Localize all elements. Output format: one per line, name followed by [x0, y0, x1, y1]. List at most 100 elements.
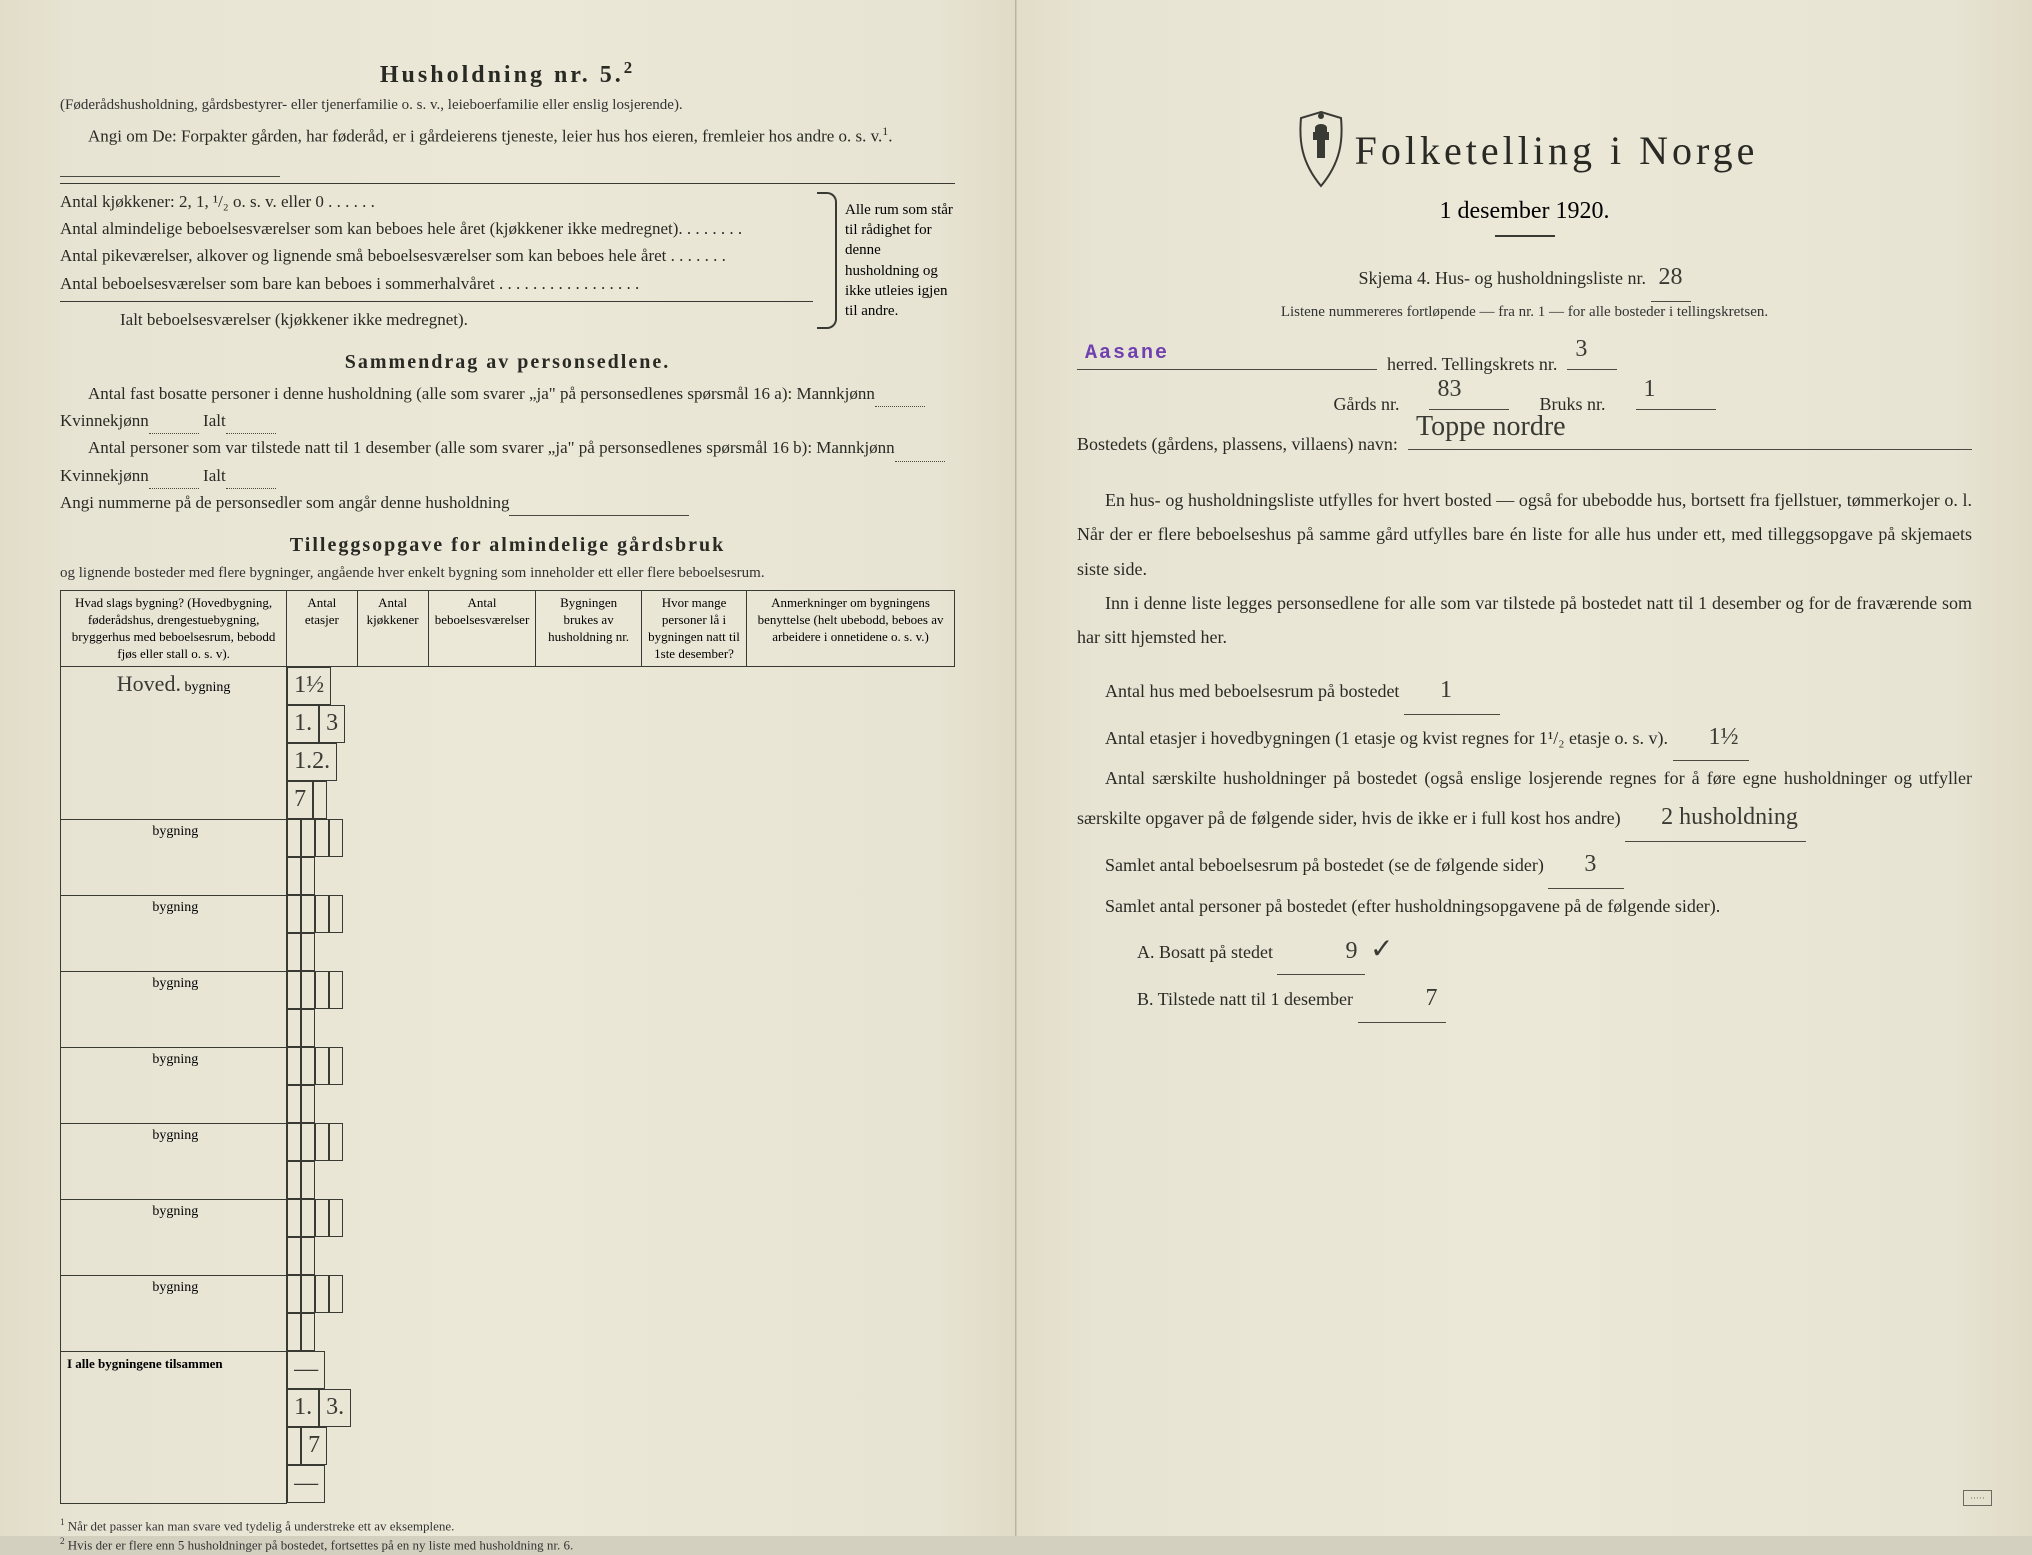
- samm-line1: Antal fast bosatte personer i denne hush…: [60, 380, 955, 434]
- cell: [301, 1085, 315, 1123]
- q2-answer: 1½: [1673, 715, 1749, 762]
- cell: [287, 1009, 301, 1047]
- cell: [315, 1275, 329, 1313]
- cell: [301, 857, 315, 895]
- col-header: Antal kjøkkener: [357, 590, 428, 667]
- samm-line2: Antal personer som var tilstede natt til…: [60, 434, 955, 488]
- h5-line2: Angi om De: Forpakter gården, har føderå…: [60, 122, 955, 177]
- col-header: Anmerkninger om bygningens benyttelse (h…: [747, 590, 955, 667]
- table-row: bygning: [61, 1275, 955, 1351]
- row-label: Hoved. bygning: [61, 667, 287, 820]
- table-row: bygning: [61, 1123, 955, 1199]
- row-label: bygning: [61, 895, 287, 971]
- cell: [301, 1123, 315, 1161]
- cell: [301, 1313, 315, 1351]
- total-label: I alle bygningene tilsammen: [61, 1351, 287, 1503]
- table-row: bygning: [61, 1047, 955, 1123]
- col-header: Hvad slags bygning? (Hovedbygning, føder…: [61, 590, 287, 667]
- cell: [329, 819, 343, 857]
- cell: 7: [287, 781, 313, 819]
- cell: [315, 895, 329, 933]
- total-cell: [287, 1427, 301, 1465]
- cell: [329, 971, 343, 1009]
- cell: [287, 1199, 301, 1237]
- bracket-line: Antal pikeværelser, alkover og lignende …: [60, 242, 813, 269]
- cell: [301, 1161, 315, 1199]
- cell: 1½: [287, 667, 331, 705]
- cell: [329, 1275, 343, 1313]
- q3-answer: 2 husholdning: [1625, 795, 1806, 842]
- bracket-line: Antal kjøkkener: 2, 1, ¹/₂ o. s. v. elle…: [60, 188, 813, 215]
- cell: [301, 895, 315, 933]
- row-label: bygning: [61, 971, 287, 1047]
- h5-intro: (Føderådshusholdning, gårdsbestyrer- ell…: [60, 95, 955, 116]
- cell: [287, 971, 301, 1009]
- table-row: Hoved. bygning1½1.31.2.7: [61, 667, 955, 820]
- total-cell: —: [287, 1351, 325, 1389]
- row-label: bygning: [61, 1123, 287, 1199]
- cell: [301, 1047, 315, 1085]
- cell: [287, 1313, 301, 1351]
- bracket-side-text: Alle rum som står til rådighet for denne…: [845, 188, 955, 333]
- rooms-bracket-block: Antal kjøkkener: 2, 1, ¹/₂ o. s. v. elle…: [60, 188, 955, 333]
- cell: [287, 933, 301, 971]
- cell: [301, 1275, 315, 1313]
- bracket-line: Antal beboelsesværelser som bare kan beb…: [60, 270, 813, 297]
- cell: [315, 819, 329, 857]
- document-spread: Husholdning nr. 5.2 (Føderådshusholdning…: [0, 0, 2032, 1536]
- cell: [287, 895, 301, 933]
- q4-answer: 3: [1548, 842, 1624, 889]
- qA-answer: 9: [1277, 929, 1365, 976]
- household-5-title: Husholdning nr. 5.2: [60, 58, 955, 89]
- cell: [329, 1199, 343, 1237]
- bracket-line: Antal almindelige beboelsesværelser som …: [60, 215, 813, 242]
- row-label: bygning: [61, 1275, 287, 1351]
- table-row: bygning: [61, 971, 955, 1047]
- tillegg-sub: og lignende bosteder med flere bygninger…: [60, 563, 955, 584]
- sub-note: Listene nummereres fortløpende — fra nr.…: [1077, 302, 1972, 323]
- q1-answer: 1: [1404, 668, 1500, 715]
- krets-number: 3: [1575, 327, 1587, 373]
- cell: [301, 971, 315, 1009]
- table-total-row: I alle bygningene tilsammen — 1. 3. 7 —: [61, 1351, 955, 1503]
- cell: [315, 1047, 329, 1085]
- q5: Samlet antal personer på bostedet (efter…: [1077, 889, 1972, 923]
- sammendrag-title: Sammendrag av personsedlene.: [60, 351, 955, 374]
- title-block: Folketelling i Norge 1 desember 1920.: [1077, 110, 1972, 237]
- para1: En hus- og husholdningsliste utfylles fo…: [1077, 483, 1972, 586]
- right-page: Folketelling i Norge 1 desember 1920. Sk…: [1016, 0, 2032, 1536]
- cell: [287, 1275, 301, 1313]
- q4: Samlet antal beboelsesrum på bostedet (s…: [1077, 842, 1972, 889]
- cell: [301, 1009, 315, 1047]
- q3: Antal særskilte husholdninger på bostede…: [1077, 761, 1972, 842]
- cell: [301, 819, 315, 857]
- cell: [287, 819, 301, 857]
- cell: [329, 1047, 343, 1085]
- tillegg-title: Tilleggsopgave for almindelige gårdsbruk: [60, 534, 955, 557]
- herred-line: Aasane herred. Tellingskrets nr. 3: [1077, 347, 1972, 381]
- col-header: Antal beboelsesværelser: [428, 590, 536, 667]
- cell: [315, 1199, 329, 1237]
- total-cell: 3.: [319, 1389, 351, 1427]
- building-table: Hvad slags bygning? (Hovedbygning, føder…: [60, 590, 955, 1504]
- census-date: 1 desember 1920.: [1077, 198, 1972, 225]
- cell: [301, 1199, 315, 1237]
- col-header: Bygningen brukes av husholdning nr.: [536, 590, 642, 667]
- para2: Inn i denne liste legges personsedlene f…: [1077, 586, 1972, 654]
- check-icon: ✓: [1370, 934, 1393, 965]
- footnotes: 1 Når det passer kan man svare ved tydel…: [60, 1516, 955, 1555]
- cell: [315, 971, 329, 1009]
- cell: 1.: [287, 705, 319, 743]
- cell: [287, 1085, 301, 1123]
- herred-stamp: Aasane: [1085, 335, 1169, 373]
- qB-answer: 7: [1358, 976, 1446, 1023]
- table-row: bygning: [61, 895, 955, 971]
- coat-of-arms-icon: [1291, 110, 1351, 190]
- cell: [287, 1047, 301, 1085]
- cell: [287, 1161, 301, 1199]
- cell: 1.2.: [287, 743, 337, 781]
- bosted-name: Toppe nordre: [1416, 400, 1566, 453]
- row-label: bygning: [61, 819, 287, 895]
- main-title: Folketelling i Norge: [1355, 127, 1759, 174]
- q2: Antal etasjer i hovedbygningen (1 etasje…: [1077, 715, 1972, 762]
